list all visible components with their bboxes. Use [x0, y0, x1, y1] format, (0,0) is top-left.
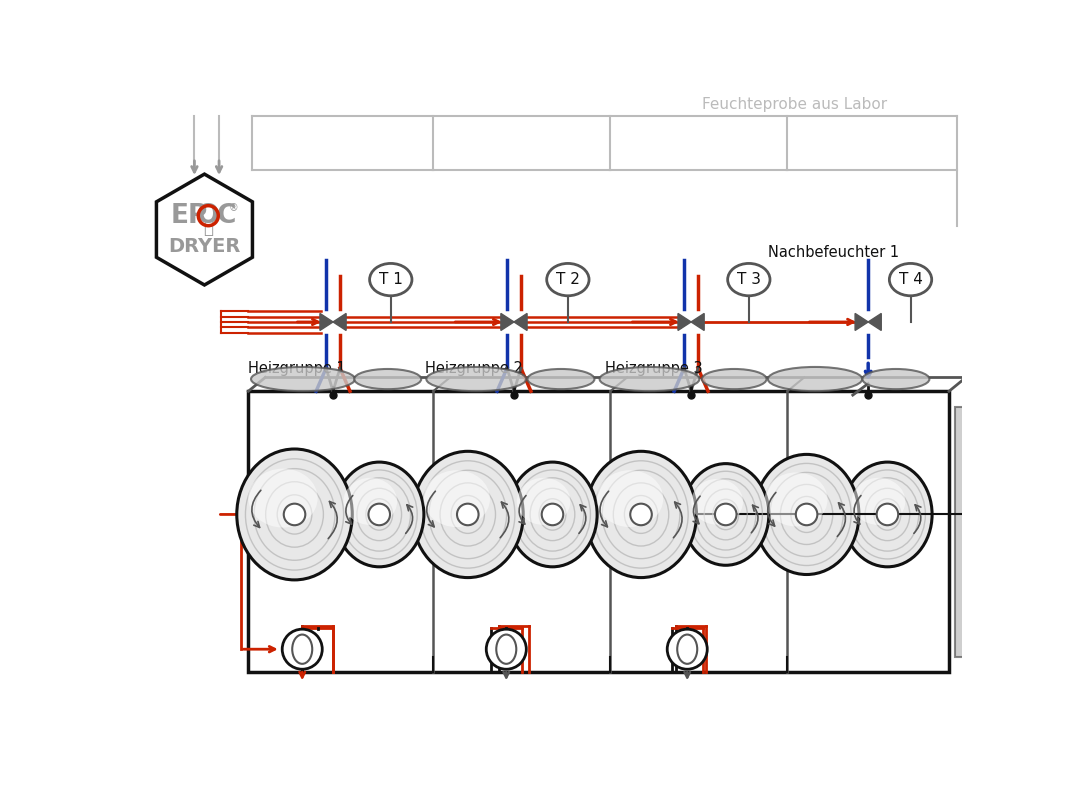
- Ellipse shape: [508, 462, 597, 566]
- Text: Heizgruppe 1: Heizgruppe 1: [249, 361, 346, 376]
- Ellipse shape: [862, 369, 929, 389]
- Ellipse shape: [843, 462, 932, 566]
- Text: DRYER: DRYER: [168, 237, 240, 256]
- Circle shape: [282, 629, 323, 669]
- Text: T 4: T 4: [898, 272, 923, 287]
- Text: Nachbefeuchter 1: Nachbefeuchter 1: [768, 245, 899, 260]
- Polygon shape: [319, 314, 333, 330]
- Polygon shape: [868, 314, 881, 330]
- Circle shape: [284, 504, 306, 525]
- Ellipse shape: [334, 462, 423, 566]
- Text: EP: EP: [170, 203, 208, 228]
- Ellipse shape: [517, 478, 570, 525]
- Ellipse shape: [251, 367, 355, 391]
- Text: ⌣: ⌣: [204, 219, 213, 237]
- Polygon shape: [678, 314, 691, 330]
- Text: C: C: [217, 203, 236, 228]
- Text: Feuchteprobe aus Labor: Feuchteprobe aus Labor: [702, 96, 888, 111]
- Polygon shape: [691, 314, 704, 330]
- Ellipse shape: [768, 367, 862, 391]
- Text: T 1: T 1: [378, 272, 403, 287]
- Polygon shape: [333, 314, 346, 330]
- Ellipse shape: [764, 472, 828, 526]
- Circle shape: [795, 504, 817, 525]
- Polygon shape: [513, 314, 527, 330]
- Circle shape: [715, 504, 736, 525]
- Ellipse shape: [427, 367, 526, 391]
- Circle shape: [630, 504, 652, 525]
- Ellipse shape: [755, 454, 859, 574]
- Ellipse shape: [249, 468, 317, 528]
- Bar: [249, 391, 949, 672]
- Ellipse shape: [423, 470, 490, 527]
- Text: Heizgruppe 2: Heizgruppe 2: [426, 361, 523, 376]
- Circle shape: [667, 629, 708, 669]
- Ellipse shape: [343, 478, 397, 525]
- Text: O: O: [197, 203, 220, 228]
- Ellipse shape: [890, 263, 932, 295]
- Circle shape: [877, 504, 898, 525]
- Ellipse shape: [851, 478, 905, 525]
- Ellipse shape: [413, 451, 523, 577]
- Text: T 2: T 2: [556, 272, 580, 287]
- Ellipse shape: [370, 263, 412, 295]
- Text: ®: ®: [228, 203, 239, 213]
- Ellipse shape: [683, 464, 769, 566]
- Bar: [955, 407, 977, 657]
- Ellipse shape: [691, 479, 743, 525]
- Circle shape: [369, 504, 390, 525]
- Ellipse shape: [728, 263, 770, 295]
- Text: T 3: T 3: [736, 272, 761, 287]
- Ellipse shape: [702, 369, 766, 389]
- Polygon shape: [501, 314, 513, 330]
- Circle shape: [487, 629, 526, 669]
- Ellipse shape: [354, 369, 421, 389]
- Circle shape: [541, 504, 563, 525]
- Ellipse shape: [237, 449, 353, 580]
- Ellipse shape: [547, 263, 589, 295]
- Ellipse shape: [527, 369, 595, 389]
- Circle shape: [457, 504, 478, 525]
- Text: Heizgruppe 3: Heizgruppe 3: [605, 361, 702, 376]
- Polygon shape: [855, 314, 868, 330]
- Ellipse shape: [585, 451, 697, 577]
- Ellipse shape: [599, 367, 699, 391]
- Ellipse shape: [597, 470, 664, 527]
- Polygon shape: [157, 174, 252, 285]
